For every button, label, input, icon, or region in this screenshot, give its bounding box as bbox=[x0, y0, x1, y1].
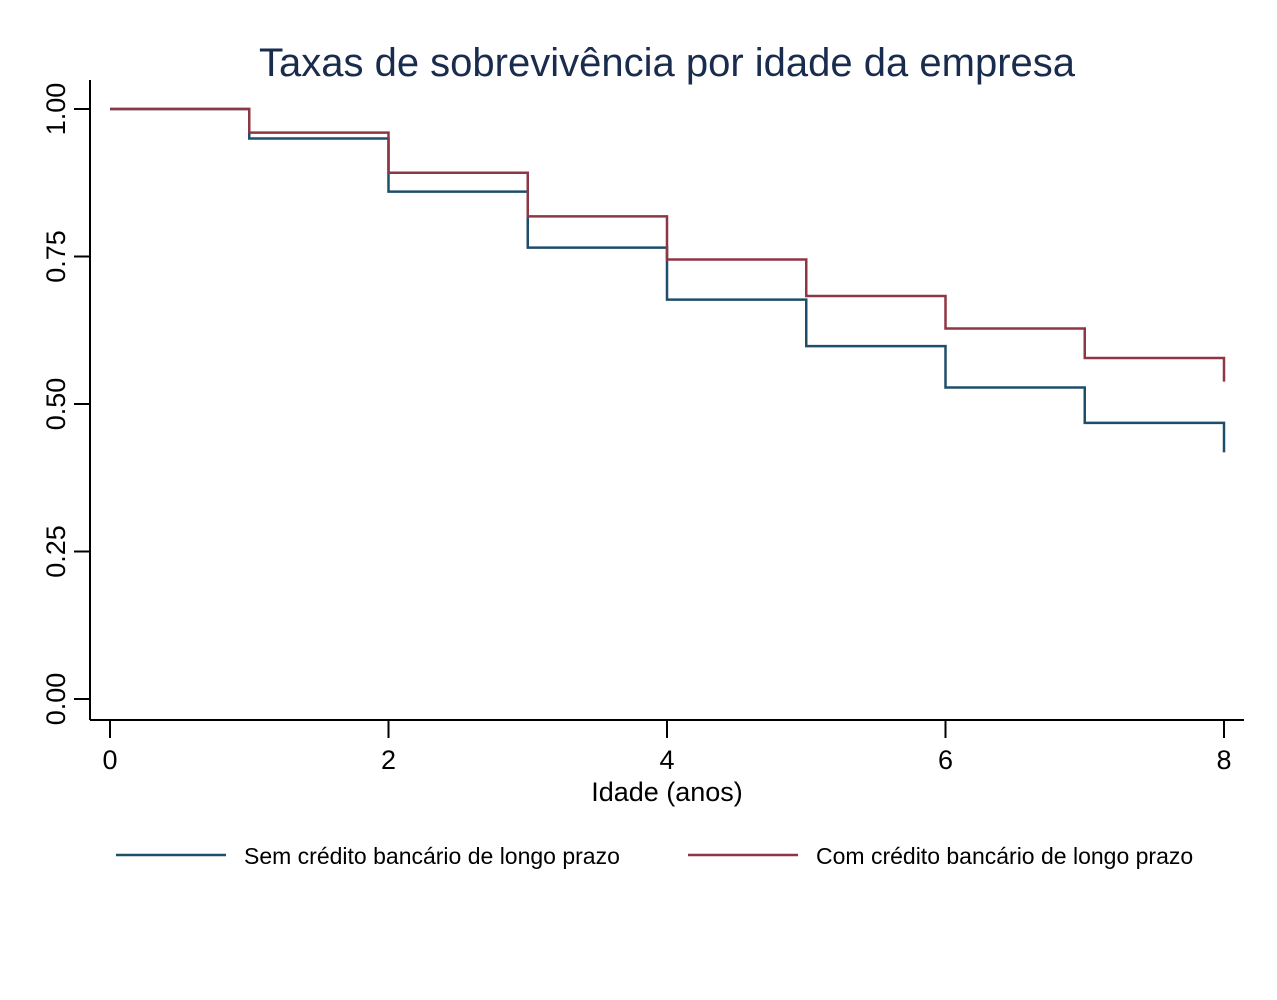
x-tick-label: 2 bbox=[381, 745, 396, 775]
legend-label-sem-credito: Sem crédito bancário de longo prazo bbox=[244, 843, 620, 869]
x-axis-label: Idade (anos) bbox=[591, 777, 743, 807]
y-tick-label: 0.25 bbox=[41, 525, 71, 578]
series-line-com-credito bbox=[110, 107, 1226, 382]
series-layer bbox=[110, 107, 1226, 453]
y-tick-label: 0.00 bbox=[41, 673, 71, 726]
x-tick-label: 4 bbox=[659, 745, 674, 775]
series-line-sem-credito bbox=[110, 107, 1226, 453]
axes bbox=[89, 80, 1244, 721]
x-tick-label: 0 bbox=[102, 745, 117, 775]
x-tick-label: 8 bbox=[1216, 745, 1231, 775]
ticks: 0 2 4 6 8 0.00 0.25 0.50 0.75 1.00 bbox=[41, 83, 1232, 775]
legend-label-com-credito: Com crédito bancário de longo prazo bbox=[816, 843, 1193, 869]
y-tick-label: 1.00 bbox=[41, 83, 71, 136]
y-tick-label: 0.50 bbox=[41, 378, 71, 431]
y-tick-label: 0.75 bbox=[41, 230, 71, 283]
x-tick-label: 6 bbox=[938, 745, 953, 775]
legend: Sem crédito bancário de longo prazo Com … bbox=[116, 843, 1193, 869]
chart-title: Taxas de sobrevivência por idade da empr… bbox=[259, 41, 1076, 85]
